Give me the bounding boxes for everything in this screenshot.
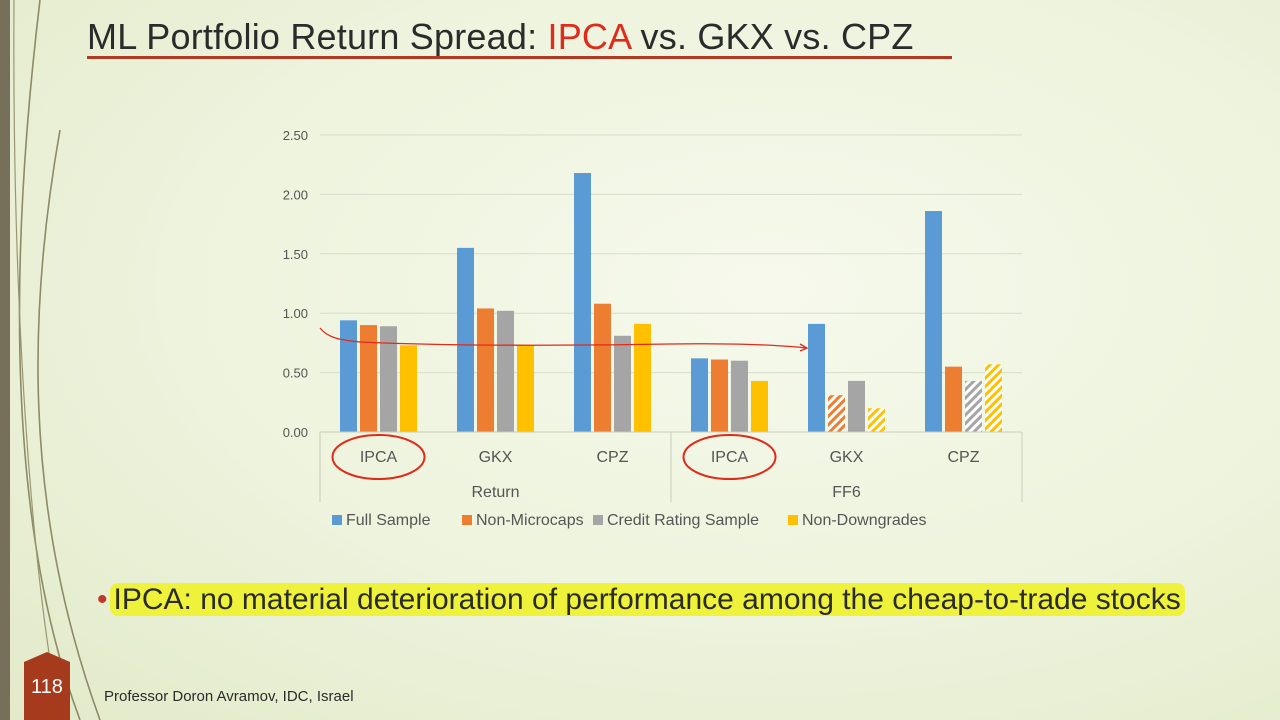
category-label: CPZ [948,449,980,466]
legend-swatch [462,515,472,525]
bar [751,380,768,432]
bar [945,366,962,432]
y-tick-label: 1.00 [283,306,308,321]
legend-swatch [788,515,798,525]
category-label: IPCA [360,449,398,466]
page-number-tab [24,652,70,720]
category-label: CPZ [597,449,629,466]
footer-text: Professor Doron Avramov, IDC, Israel [104,688,354,705]
group-label: FF6 [832,484,861,501]
bullet-point: • IPCA: no material deterioration of perf… [97,583,1197,617]
legend-label: Full Sample [346,512,431,529]
bar [517,345,534,432]
bar [868,408,885,432]
page-number: 118 [31,676,63,698]
category-label: GKX [830,449,864,466]
legend-label: Non-Microcaps [476,512,584,529]
y-tick-label: 1.50 [283,247,308,262]
category-label: GKX [479,449,513,466]
bar [497,310,514,432]
bar [400,345,417,432]
bar [477,308,494,432]
title-underline [87,56,952,59]
category-highlight-circle [331,434,426,480]
legend-label: Non-Downgrades [802,512,927,529]
bar [380,326,397,432]
bar [574,173,591,432]
bar [985,364,1002,432]
bar [711,359,728,432]
bullet-text: IPCA: no material deterioration of perfo… [109,583,1185,616]
bullet-dot: • [97,583,108,616]
bar [925,211,942,432]
bar [731,360,748,432]
legend-swatch [332,515,342,525]
legend-label: Credit Rating Sample [607,512,759,529]
legend-swatch [593,515,603,525]
bar [691,358,708,432]
y-tick-label: 0.50 [283,366,308,381]
annotation-arrowhead [799,343,809,352]
y-tick-label: 2.50 [283,128,308,143]
bar [848,380,865,432]
bar [808,323,825,432]
bar [360,325,377,432]
y-tick-label: 2.00 [283,187,308,202]
y-tick-label: 0.00 [283,425,308,440]
title-accent: IPCA [547,16,631,57]
category-highlight-circle [682,434,777,480]
decorative-lines [13,0,101,720]
title-suffix: vs. GKX vs. CPZ [630,16,914,57]
category-label: IPCA [711,449,749,466]
bar [457,247,474,432]
bar-chart: 0.00 0.50 1.00 1.50 2.00 2.50 IPCA GKX CPZ IPCA GK… [283,128,1023,529]
bar [828,395,845,432]
bar [340,320,357,432]
title-prefix: ML Portfolio Return Spread: [87,16,548,57]
bar [965,380,982,432]
bar [634,323,651,432]
group-label: Return [471,484,519,501]
annotation-line [319,327,807,349]
bar [614,335,631,432]
left-accent-strip [0,0,10,720]
slide-title: ML Portfolio Return Spread: IPCA vs. GKX… [87,16,914,58]
bar [594,303,611,432]
